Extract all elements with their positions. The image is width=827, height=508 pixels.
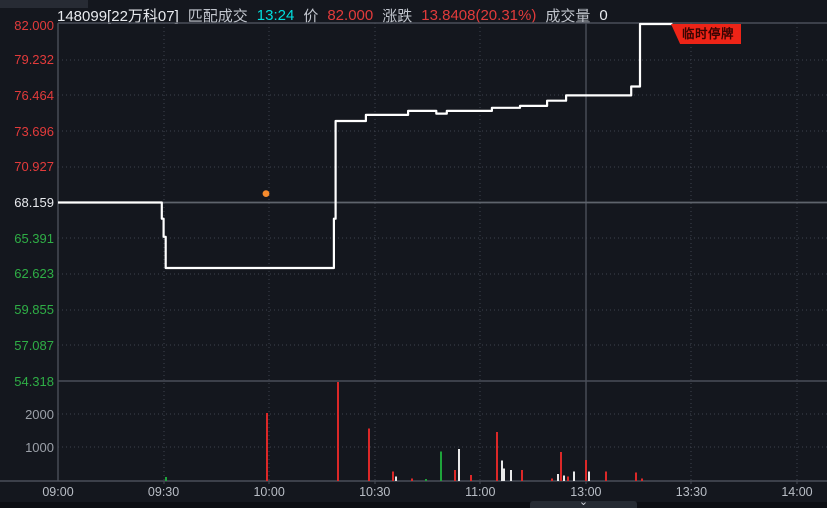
- volume-bar: [337, 381, 339, 481]
- volume-bar: [425, 479, 427, 481]
- suspension-flag-badge: 临时停牌: [671, 24, 741, 44]
- symbol-label: 148099[22万科07]: [57, 8, 179, 25]
- matched-time: 13:24: [256, 7, 295, 24]
- price-value: 82.000: [327, 7, 374, 24]
- x-axis-time-label: 14:00: [781, 485, 813, 499]
- trade-marker-dot: [262, 190, 270, 198]
- volume-bar: [641, 478, 643, 481]
- y-axis-price-label: 70.927: [14, 159, 54, 175]
- volume-bar: [567, 476, 569, 481]
- x-axis-time-label: 13:00: [570, 485, 602, 499]
- volume-bar: [368, 428, 370, 481]
- x-axis-time-label: 09:00: [42, 485, 74, 499]
- y-axis-price-label: 65.391: [14, 230, 54, 246]
- x-axis-time-label: 10:00: [253, 485, 285, 499]
- x-axis-time-label: 11:00: [465, 485, 496, 499]
- volume-value: 0: [599, 7, 608, 24]
- quote-header: 148099[22万科07] 匹配成交 13:24 价 82.000 涨跌 13…: [57, 7, 608, 25]
- volume-bar: [521, 469, 523, 481]
- change-value: 13.8408(20.31%): [421, 7, 537, 24]
- price-label: 价: [303, 8, 319, 25]
- y-axis-price-label: 79.232: [14, 52, 54, 68]
- y-axis-price-label: 73.696: [14, 123, 54, 139]
- volume-bar: [458, 449, 460, 481]
- volume-bar: [411, 478, 413, 481]
- volume-bar: [395, 476, 397, 481]
- price-line: [58, 22, 673, 270]
- volume-bar: [557, 474, 559, 481]
- x-axis-time-label: 13:30: [675, 485, 708, 499]
- volume-bar: [605, 471, 607, 481]
- volume-bar: [510, 469, 512, 481]
- change-label: 涨跌: [382, 8, 413, 25]
- y-axis-volume-label: 1000: [25, 440, 54, 455]
- volume-bar: [454, 469, 456, 481]
- matched-label: 匹配成交: [187, 8, 248, 25]
- volume-bar: [470, 475, 472, 481]
- x-axis-time-label: 10:30: [359, 485, 391, 499]
- volume-bar: [496, 431, 498, 481]
- volume-bar: [560, 452, 562, 481]
- volume-bar: [392, 471, 394, 481]
- volume-bar: [440, 451, 442, 481]
- window-edge-strip: [0, 0, 88, 8]
- y-axis-price-label: 59.855: [14, 302, 54, 318]
- volume-bar: [503, 468, 505, 481]
- y-axis-price-label: 57.087: [14, 337, 54, 353]
- y-axis-price-label: 76.464: [14, 87, 54, 103]
- volume-bar: [585, 459, 587, 481]
- volume-label: 成交量: [545, 8, 591, 25]
- volume-bar: [501, 460, 503, 481]
- volume-bar: [563, 475, 565, 481]
- y-axis-price-label: 68.159: [14, 195, 54, 210]
- y-axis-volume-label: 2000: [25, 406, 54, 422]
- volume-bar: [573, 471, 575, 481]
- volume-bar: [635, 472, 637, 481]
- y-axis-price-label: 82.000: [14, 18, 54, 33]
- y-axis-price-label: 54.318: [14, 373, 54, 389]
- bottom-band: [0, 502, 827, 508]
- volume-bar: [588, 471, 590, 481]
- volume-bar: [266, 413, 268, 481]
- volume-bar: [551, 478, 553, 481]
- volume-bar: [165, 477, 167, 481]
- x-axis-time-label: 09:30: [147, 485, 180, 499]
- chevron-down-icon[interactable]: ⌄: [578, 496, 589, 508]
- y-axis-price-label: 62.623: [14, 266, 54, 282]
- panel-collapse-handle[interactable]: [530, 501, 637, 508]
